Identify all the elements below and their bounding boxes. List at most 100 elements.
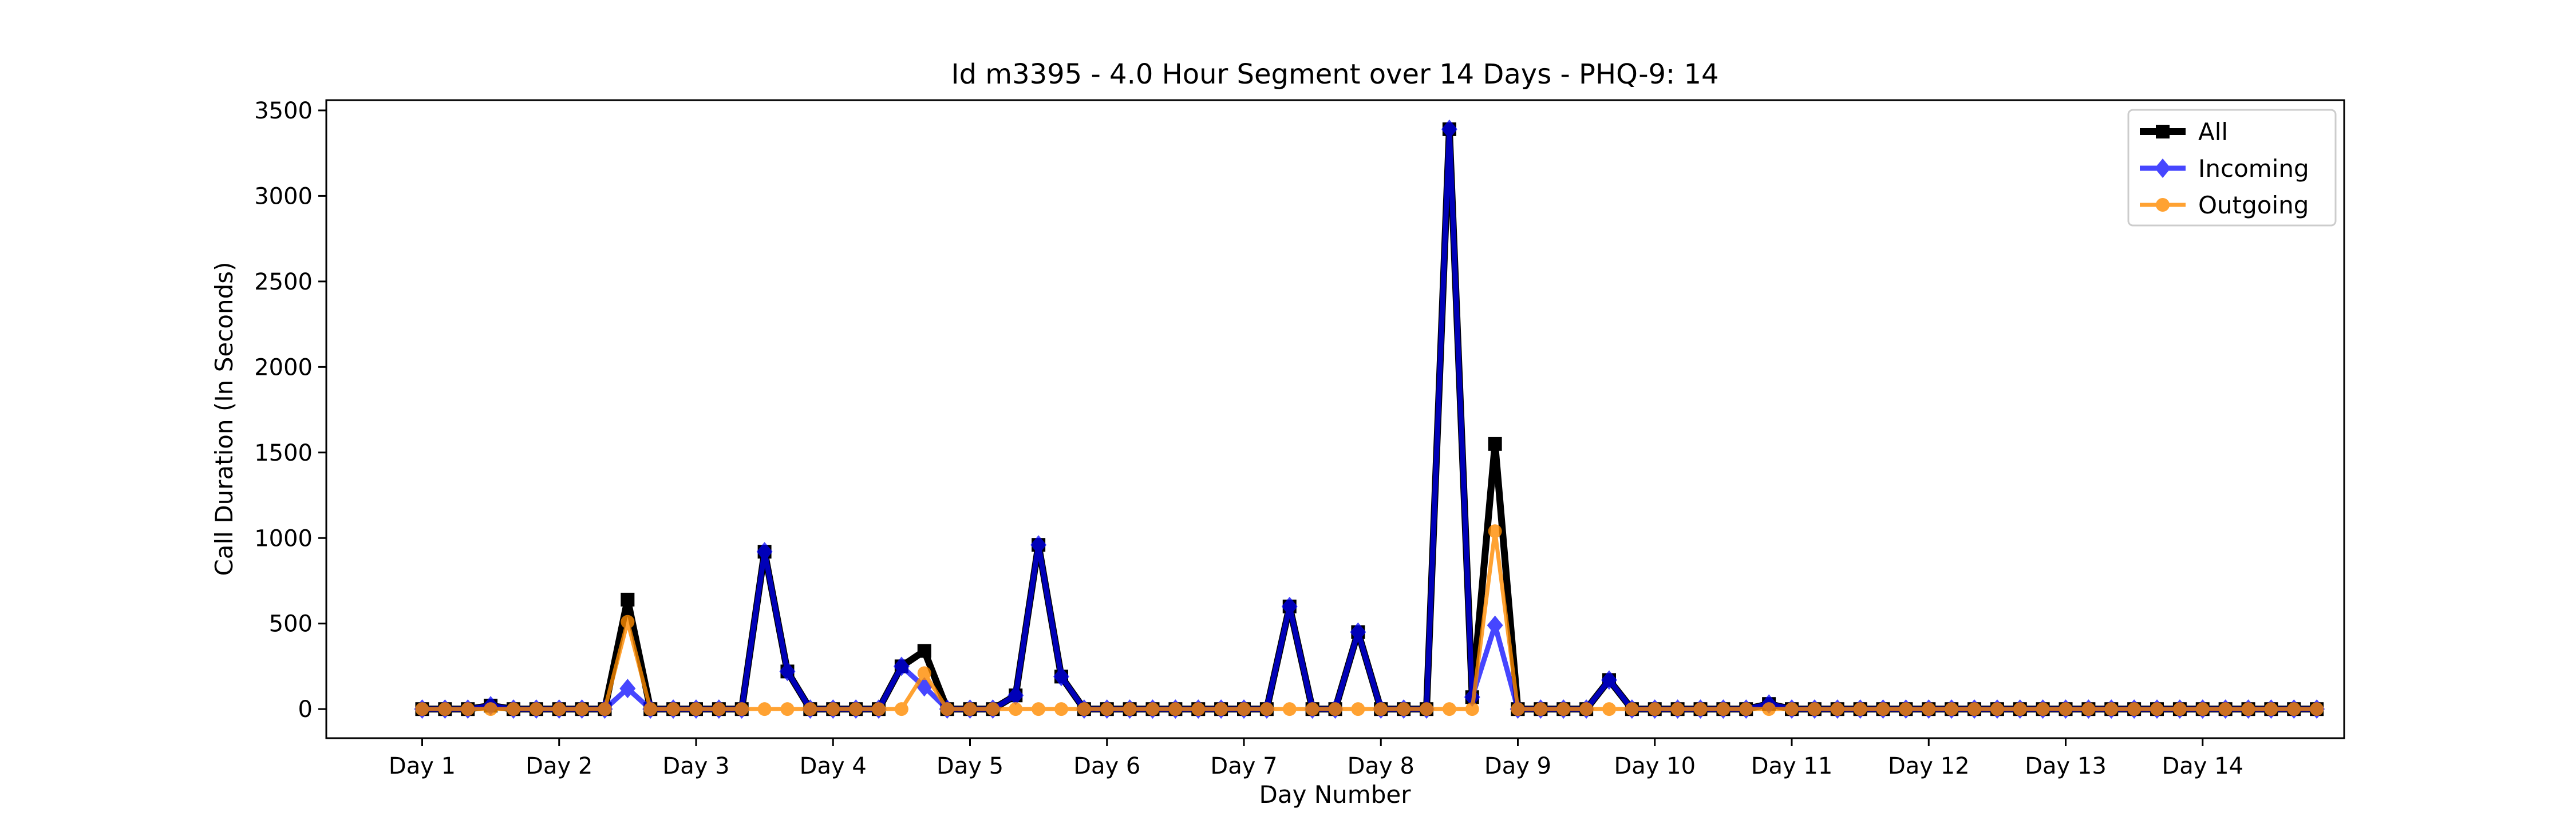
data-point-outgoing [1420, 702, 1434, 716]
x-tick-label: Day 14 [2162, 753, 2243, 779]
series-outgoing [415, 524, 2324, 716]
legend-label-incoming: Incoming [2198, 154, 2309, 183]
y-axis: 0 500 1000 1500 2000 2500 3000 3500 [254, 98, 326, 723]
data-point-outgoing [1945, 702, 1959, 716]
legend-frame [2127, 109, 2337, 227]
series-line-incoming [422, 126, 2317, 712]
data-point-outgoing [1397, 702, 1411, 716]
data-point-outgoing [1647, 702, 1662, 716]
data-point-outgoing [1282, 702, 1297, 716]
legend-marker-outgoing [2156, 198, 2170, 212]
data-point-outgoing [1032, 702, 1046, 716]
legend-label-outgoing: Outgoing [2198, 191, 2309, 219]
y-tick-label: 1500 [254, 440, 313, 466]
y-tick-label: 2500 [254, 269, 313, 295]
data-point-outgoing [1077, 702, 1091, 716]
y-tick-label: 500 [269, 611, 313, 637]
data-point-outgoing [871, 702, 886, 716]
data-point-outgoing [2127, 702, 2142, 716]
data-point-outgoing [529, 702, 543, 716]
data-point-outgoing [1236, 702, 1251, 716]
data-point-outgoing [757, 702, 772, 716]
data-point-outgoing [461, 702, 475, 716]
series-incoming [414, 119, 2325, 719]
data-point-outgoing [1579, 702, 1594, 716]
data-point-incoming [779, 661, 796, 682]
data-point-incoming [893, 656, 910, 676]
data-point-outgoing [1214, 702, 1228, 716]
data-point-outgoing [438, 702, 452, 716]
data-point-outgoing [2264, 702, 2278, 716]
data-point-outgoing [1716, 702, 1730, 716]
data-point-outgoing [2104, 702, 2119, 716]
data-point-outgoing [575, 702, 589, 716]
data-point-outgoing [1990, 702, 2004, 716]
data-point-outgoing [552, 702, 566, 716]
plot-area [325, 99, 2345, 739]
x-tick-label: Day 3 [662, 753, 729, 779]
data-point-incoming [619, 679, 636, 699]
data-point-outgoing [2036, 702, 2050, 716]
data-point-outgoing [621, 615, 635, 629]
data-point-outgoing [2150, 702, 2164, 716]
data-point-outgoing [2310, 702, 2324, 716]
data-point-outgoing [1693, 702, 1708, 716]
x-tick-label: Day 13 [2025, 753, 2107, 779]
data-point-outgoing [1442, 702, 1456, 716]
data-point-outgoing [1374, 702, 1388, 716]
data-point-outgoing [803, 702, 817, 716]
y-tick-label: 3500 [254, 98, 313, 124]
data-point-outgoing [1762, 702, 1776, 716]
data-point-outgoing [1168, 702, 1183, 716]
data-point-outgoing [986, 702, 1000, 716]
data-point-outgoing [894, 702, 908, 716]
data-point-outgoing [484, 702, 498, 716]
data-point-incoming [1350, 622, 1366, 642]
data-point-outgoing [1602, 702, 1617, 716]
data-point-outgoing [2059, 702, 2073, 716]
data-point-outgoing [1830, 702, 1844, 716]
data-point-outgoing [940, 702, 954, 716]
legend-label-all: All [2198, 118, 2228, 146]
data-point-outgoing [1351, 702, 1365, 716]
data-point-outgoing [2218, 702, 2233, 716]
data-point-outgoing [2013, 702, 2027, 716]
data-point-outgoing [2241, 702, 2255, 716]
legend-item-incoming [2140, 159, 2186, 178]
data-point-outgoing [1488, 524, 1502, 538]
data-point-outgoing [1191, 702, 1206, 716]
data-point-outgoing [415, 702, 429, 716]
data-point-outgoing [598, 702, 612, 716]
series-all [415, 122, 2324, 716]
series-layer [414, 119, 2325, 719]
x-tick-label: Day 5 [937, 753, 1003, 779]
data-point-outgoing [2081, 702, 2096, 716]
data-point-outgoing [1556, 702, 1571, 716]
y-tick-label: 2000 [254, 354, 313, 381]
y-tick-label: 0 [298, 696, 313, 723]
data-point-all [1488, 437, 1502, 451]
legend-item-all [2140, 125, 2186, 138]
data-point-outgoing [917, 666, 931, 680]
legend: All Incoming Outgoing [2127, 109, 2337, 227]
data-point-outgoing [1807, 702, 1822, 716]
legend-item-outgoing [2140, 198, 2186, 212]
x-tick-label: Day 12 [1888, 753, 1970, 779]
x-tick-label: Day 2 [526, 753, 592, 779]
data-point-outgoing [643, 702, 658, 716]
data-point-outgoing [1625, 702, 1639, 716]
data-point-outgoing [1054, 702, 1068, 716]
data-point-outgoing [1876, 702, 1890, 716]
data-point-outgoing [1100, 702, 1114, 716]
x-axis: Day 1 Day 2 Day 3 Day 4 Day 5 Day 6 Day 7 Day 8… [389, 738, 2243, 779]
data-point-outgoing [2172, 702, 2187, 716]
data-point-outgoing [1785, 702, 1799, 716]
data-point-outgoing [734, 702, 749, 716]
data-point-outgoing [1739, 702, 1753, 716]
data-point-outgoing [1305, 702, 1319, 716]
data-point-all [917, 644, 931, 658]
x-tick-label: Day 11 [1751, 753, 1833, 779]
data-point-incoming [1601, 670, 1618, 690]
x-tick-label: Day 4 [800, 753, 867, 779]
